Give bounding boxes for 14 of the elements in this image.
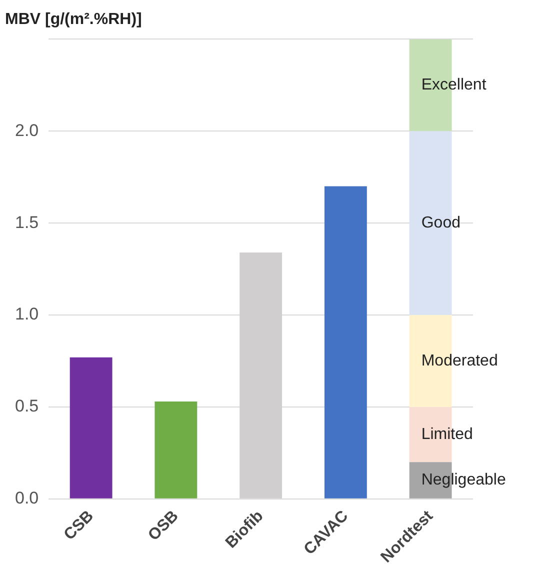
- y-tick-label: 0.5: [14, 396, 39, 416]
- bar: [324, 186, 367, 498]
- bar: [154, 401, 198, 498]
- y-tick-label: 1.5: [14, 212, 39, 232]
- y-tick-label: 1.0: [14, 304, 39, 324]
- series-label: Excellent: [421, 76, 487, 94]
- series-label: Negligeable: [421, 472, 506, 489]
- chart-title: MBV [g/(m².%RH)]: [5, 11, 142, 28]
- series-label: Limited: [421, 426, 473, 443]
- series-label: Moderated: [421, 352, 498, 370]
- series-label: Good: [421, 214, 460, 232]
- y-tick-label: 0.0: [14, 488, 39, 508]
- y-tick-label: 2.0: [14, 120, 39, 140]
- bar: [70, 357, 112, 498]
